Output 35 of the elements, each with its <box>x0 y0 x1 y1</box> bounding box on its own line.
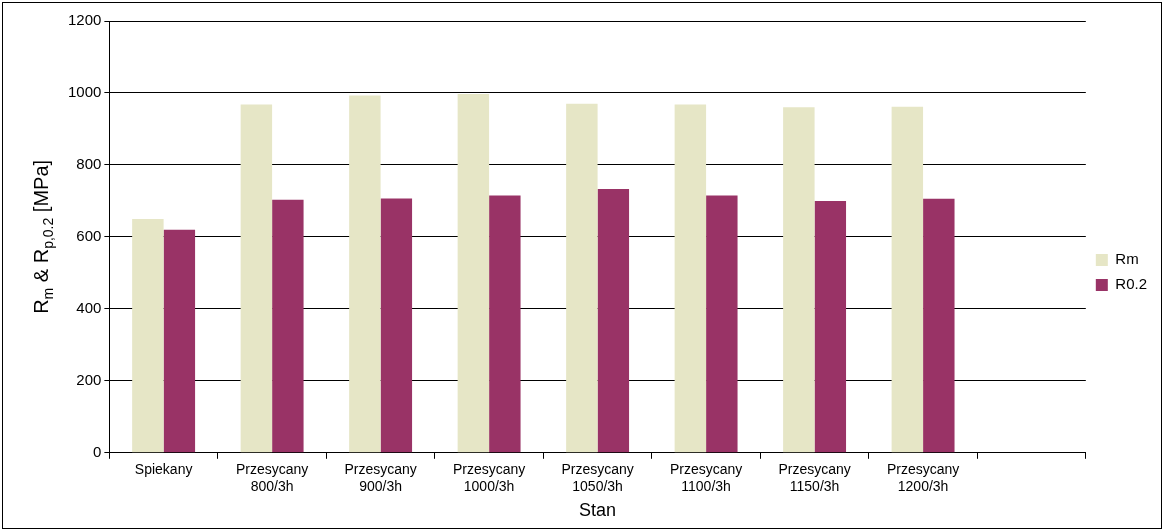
x-axis-title: Stan <box>579 500 617 521</box>
x-tick-label: Przesycany 1200/3h <box>886 461 960 494</box>
bar <box>132 218 164 453</box>
x-tick-label: Przesycany 1100/3h <box>669 461 743 494</box>
y-tick-label: 1000 <box>67 83 102 101</box>
x-tick-label: Przesycany 1050/3h <box>561 461 634 494</box>
y-tick-label: 1200 <box>67 11 102 29</box>
x-tick-label: Przesycany 900/3h <box>344 461 417 494</box>
bar <box>272 199 304 453</box>
bar <box>923 198 955 453</box>
bar <box>891 106 924 453</box>
bar <box>783 107 815 453</box>
y-tick-label: 400 <box>76 299 102 317</box>
bar <box>814 200 847 453</box>
bar <box>706 195 738 453</box>
y-tick-label: 200 <box>76 370 102 388</box>
y-tick-label: 800 <box>76 155 102 173</box>
bar <box>566 103 598 453</box>
x-tick-label: Przesycany 1150/3h <box>778 461 851 494</box>
bar <box>240 104 273 453</box>
bar <box>489 195 521 453</box>
x-tick-label: Przesycany 800/3h <box>235 461 309 494</box>
y-tick-label: 0 <box>93 442 102 460</box>
x-tick-label: Przesycany 1000/3h <box>452 461 526 494</box>
bar <box>380 198 413 453</box>
y-axis-title: Rm & Rp,0.2 [MPa] <box>30 159 56 314</box>
bar <box>597 189 630 453</box>
bar <box>457 94 490 453</box>
legend-label: Rm <box>1115 250 1139 268</box>
x-tick-label: Spiekany <box>134 461 193 478</box>
bar <box>674 104 707 453</box>
y-tick-label: 600 <box>76 227 102 245</box>
legend-label: R0.2 <box>1115 275 1147 293</box>
bar <box>349 95 381 453</box>
bar <box>163 229 196 453</box>
